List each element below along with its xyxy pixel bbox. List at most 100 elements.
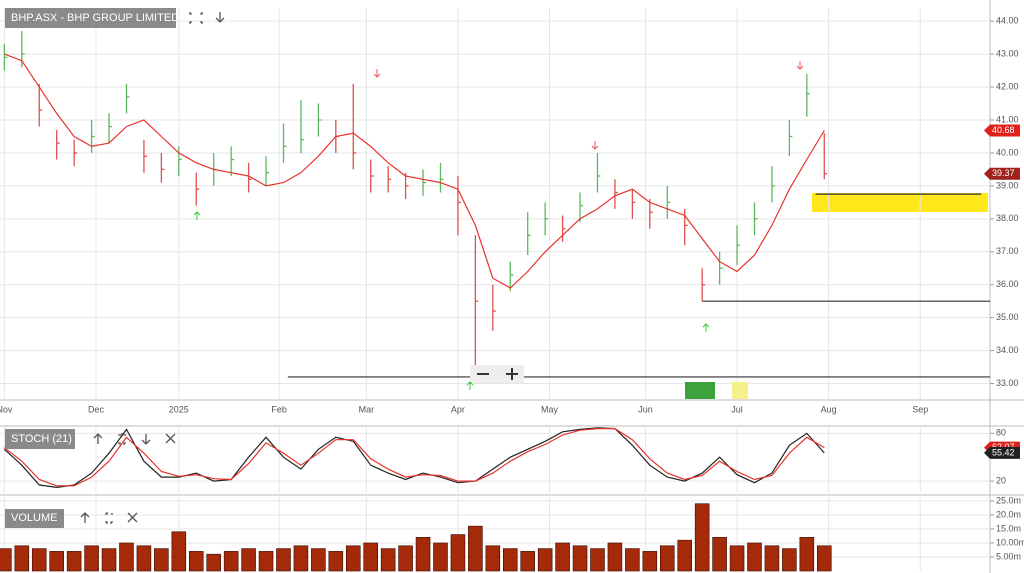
line-series [4, 53, 825, 289]
y-tick-label: 10.00m [996, 537, 1024, 547]
x-tick-label: May [541, 404, 559, 414]
line-series [4, 428, 825, 487]
plot-area: 33.00 34.00 35.00 36.00 37.00 38.00 39.00 40.00… [0, 8, 1024, 572]
volume-bar [468, 525, 483, 572]
volume-bar [31, 548, 47, 572]
x-tick-label: Feb [271, 404, 287, 414]
x-tick-label: Sep [912, 404, 928, 414]
x-tick-label: Jul [731, 404, 743, 414]
highlight [812, 193, 988, 212]
down-icon[interactable] [141, 434, 151, 445]
title-box [5, 509, 64, 528]
title-box [5, 8, 176, 28]
y-tick-label: 37.00 [996, 246, 1019, 256]
price-flag-label: 40.68 [992, 125, 1015, 135]
icon-down[interactable] [215, 12, 225, 23]
volume-bar [764, 545, 780, 572]
x-tick-label: Apr [451, 404, 465, 414]
x-tick-label: Aug [821, 404, 837, 414]
pencil-tool[interactable] [732, 382, 748, 399]
volume-bar [572, 545, 588, 572]
title-box [5, 429, 75, 449]
volume-bar [537, 548, 553, 572]
buy-signal [466, 381, 474, 390]
y-tick-label: 35.00 [996, 312, 1019, 322]
volume-bar [49, 551, 64, 572]
volume-bar [520, 551, 535, 572]
volume-bar [223, 551, 239, 572]
y-tick-label: 20 [996, 475, 1006, 485]
volume-bar [782, 548, 797, 572]
volume-bar [415, 537, 431, 572]
down-icon[interactable] [215, 12, 225, 23]
y-tick-label: 15.0m [996, 523, 1021, 533]
price-flag [984, 446, 1020, 459]
zoom-controls [470, 365, 524, 383]
volume-bar [119, 542, 134, 572]
expand-icon[interactable] [189, 12, 203, 24]
volume-bar [188, 551, 204, 572]
y-tick-label: 39.00 [996, 180, 1019, 190]
volume-bar [363, 542, 378, 572]
volume-bar [450, 534, 466, 572]
y-tick-label: 43.00 [996, 48, 1019, 58]
y-tick-label: 36.00 [996, 279, 1019, 289]
volume-bar [241, 548, 256, 572]
y-tick-label: 38.00 [996, 213, 1019, 223]
volume-bar [694, 503, 710, 572]
volume-bar [136, 545, 152, 572]
volume-bar [206, 553, 221, 572]
y-tick-label: 44.00 [996, 16, 1019, 26]
volume-bar [590, 548, 605, 572]
x-tick-label: Dec [88, 404, 105, 414]
volume-bar [677, 539, 692, 572]
volume-bar [659, 545, 675, 572]
y-tick-label: 42.00 [996, 81, 1019, 91]
volume-bar [380, 548, 396, 572]
up-icon[interactable] [93, 433, 103, 444]
panel-title: VOLUME [11, 512, 57, 524]
volume-bar [171, 531, 187, 572]
sell-signal [591, 141, 599, 150]
volume-bar [485, 545, 501, 572]
sell-signal [373, 69, 381, 78]
y-tick-label: 40.00 [996, 147, 1019, 157]
volume-bar [154, 548, 169, 572]
volume-bar [502, 548, 518, 572]
y-tick-label: 25.0m [996, 495, 1021, 505]
x-tick-label: Jun [638, 404, 653, 414]
y-tick-label: 5.00m [996, 551, 1021, 561]
up-icon[interactable] [80, 512, 90, 523]
buy-signal [702, 323, 710, 332]
icon-expand[interactable] [189, 12, 203, 24]
volume-bar [66, 551, 82, 572]
y-tick-label: 34.00 [996, 345, 1019, 355]
volume-bar [14, 545, 30, 572]
x-tick-label: 2025 [169, 404, 189, 414]
expand-icon[interactable] [118, 433, 126, 445]
zoom-in[interactable] [506, 368, 518, 380]
volume-bar [328, 551, 344, 572]
x-tick-label: Nov [0, 404, 13, 414]
volume-bar [712, 537, 727, 572]
price-flag-label: 55.42 [992, 447, 1015, 457]
chart-title: BHP.ASX - BHP GROUP LIMITED [11, 12, 179, 24]
buy-signal [193, 211, 201, 220]
y-tick-label: 33.00 [996, 378, 1019, 388]
price-flag [984, 167, 1020, 180]
volume-bar [84, 545, 99, 572]
close-icon[interactable] [165, 433, 176, 444]
volume-bar [276, 548, 291, 572]
volume-bar [607, 542, 623, 572]
volume-bar [799, 537, 815, 572]
expand-icon[interactable] [105, 512, 113, 524]
volume-bar [293, 545, 309, 572]
y-tick-label: 80 [996, 428, 1006, 438]
close-icon[interactable] [127, 512, 138, 523]
scroll-handle[interactable] [685, 382, 715, 399]
price-flag-label: 39.37 [992, 168, 1015, 178]
volume-bar [345, 545, 361, 572]
volume-bar [747, 542, 762, 572]
volume-bar [642, 551, 658, 572]
